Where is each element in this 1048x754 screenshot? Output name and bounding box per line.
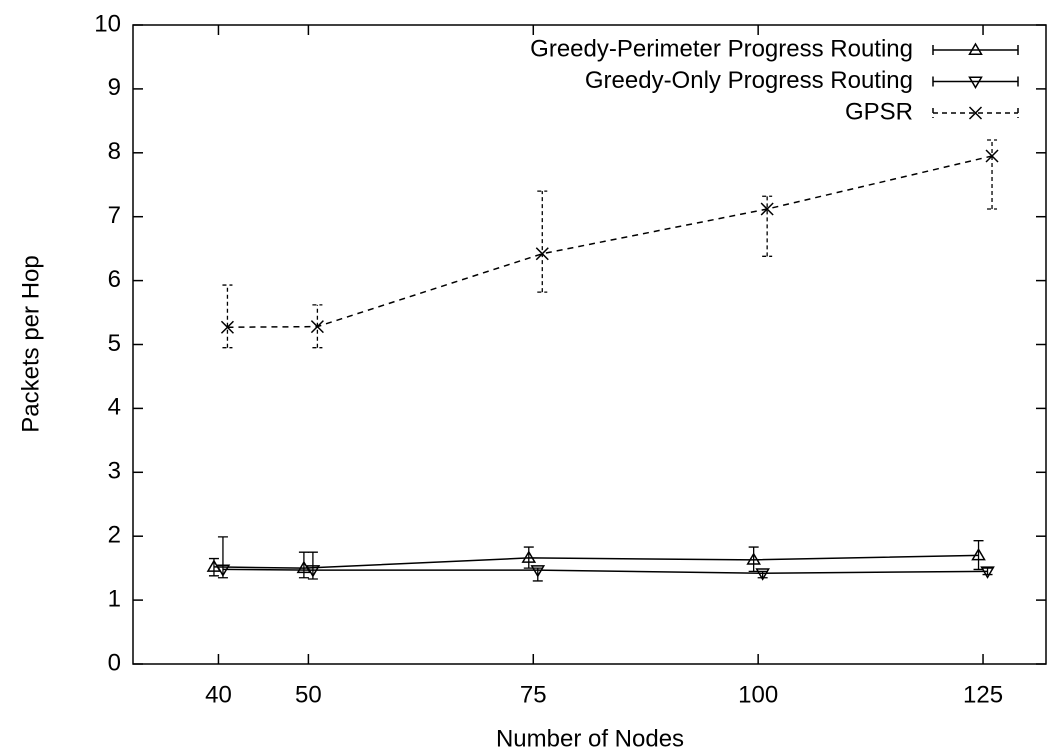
marker — [755, 568, 770, 581]
legend-marker — [968, 106, 983, 120]
error-bar — [298, 551, 309, 579]
legend-label: Greedy-Only Progress Routing — [585, 67, 913, 94]
x-tick-label: 125 — [963, 681, 1003, 708]
legend-marker — [968, 76, 983, 89]
series-line — [227, 155, 993, 328]
legend-swatch — [932, 76, 1019, 87]
x-tick-label: 50 — [295, 681, 322, 708]
y-tick-label: 4 — [108, 394, 121, 421]
y-tick-label: 2 — [108, 522, 121, 549]
y-tick-label: 3 — [108, 458, 121, 485]
legend-swatch — [932, 108, 1019, 118]
marker — [746, 552, 761, 565]
y-tick-label: 0 — [108, 649, 121, 676]
marker — [521, 550, 537, 563]
error-bar — [762, 195, 773, 257]
marker — [305, 565, 321, 578]
series-line — [213, 554, 979, 569]
error-bar — [987, 139, 998, 210]
marker — [310, 320, 324, 334]
legend-label: Greedy-Perimeter Progress Routing — [530, 35, 913, 62]
y-tick-label: 5 — [108, 330, 121, 357]
error-bar — [982, 567, 993, 576]
marker — [535, 247, 549, 261]
y-tick-label: 1 — [108, 585, 121, 612]
error-bar — [532, 567, 543, 582]
marker — [220, 320, 234, 334]
marker — [760, 202, 774, 216]
y-tick-label: 7 — [108, 202, 121, 229]
marker — [971, 547, 986, 561]
error-bar — [973, 540, 984, 571]
marker — [215, 564, 231, 577]
marker — [985, 149, 999, 163]
legend-label: GPSR — [845, 98, 913, 125]
marker — [980, 566, 995, 579]
error-bar — [222, 284, 233, 349]
x-tick-label: 100 — [738, 681, 778, 708]
error-bar — [748, 546, 759, 572]
marker — [530, 565, 546, 578]
legend-marker — [968, 42, 983, 55]
y-tick-label: 8 — [108, 138, 121, 165]
y-tick-label: 9 — [108, 74, 121, 101]
y-tick-label: 10 — [94, 10, 121, 37]
x-axis-label: Number of Nodes — [496, 725, 684, 752]
error-bar — [217, 536, 228, 579]
y-tick-label: 6 — [108, 266, 121, 293]
x-tick-label: 40 — [205, 681, 232, 708]
x-tick-label: 75 — [520, 681, 547, 708]
legend-swatch — [932, 45, 1019, 55]
series-line — [222, 568, 988, 575]
error-bar — [537, 190, 548, 293]
error-bar — [757, 570, 768, 579]
y-axis-label: Packets per Hop — [17, 255, 44, 432]
